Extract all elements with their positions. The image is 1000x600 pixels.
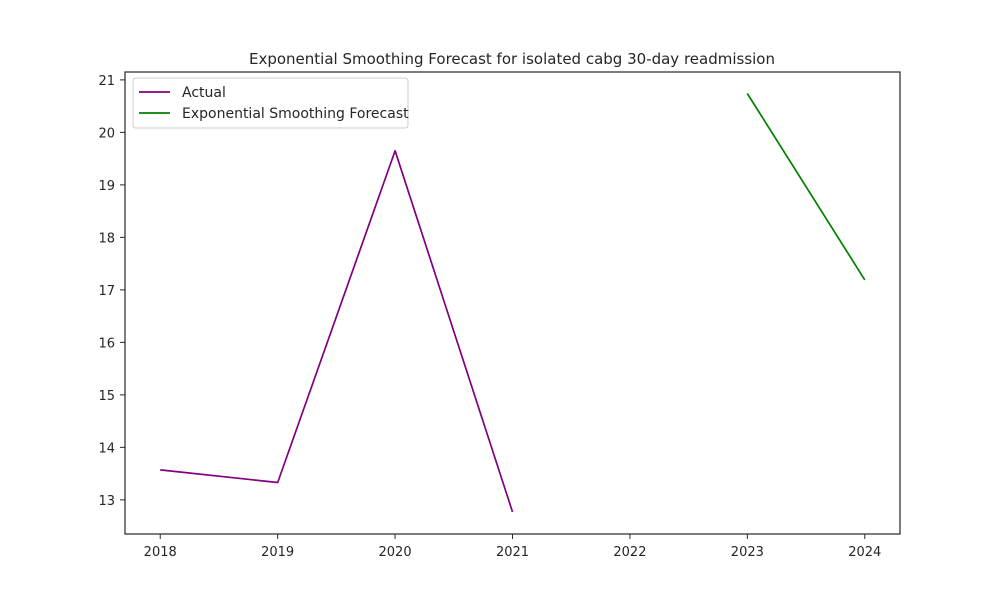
legend-frame bbox=[132, 77, 409, 129]
y-tick-label: 17 bbox=[98, 284, 115, 299]
legend-label-forecast: Exponential Smoothing Forecast bbox=[182, 106, 409, 122]
x-tick-label: 2019 bbox=[261, 545, 294, 560]
legend: Actual Exponential Smoothing Forecast bbox=[132, 77, 409, 129]
x-tick-label: 2021 bbox=[496, 545, 529, 560]
y-axis: 13 14 15 16 17 18 19 20 21 bbox=[98, 74, 125, 509]
y-tick-label: 15 bbox=[98, 389, 115, 404]
x-tick-label: 2018 bbox=[144, 545, 177, 560]
x-tick-label: 2020 bbox=[379, 545, 412, 560]
series-line-forecast bbox=[746, 93, 866, 281]
x-tick-label: 2024 bbox=[848, 545, 881, 560]
y-tick-label: 16 bbox=[98, 336, 115, 351]
x-axis: 2018 2019 2020 2021 2022 2023 2024 bbox=[144, 534, 881, 560]
y-tick-label: 18 bbox=[98, 231, 115, 246]
legend-label-actual: Actual bbox=[182, 85, 226, 101]
series-line-actual bbox=[160, 149, 514, 513]
x-tick-label: 2022 bbox=[613, 545, 646, 560]
y-tick-label: 14 bbox=[98, 441, 115, 456]
chart-title: Exponential Smoothing Forecast for isola… bbox=[249, 50, 775, 68]
y-tick-label: 21 bbox=[98, 74, 115, 89]
y-tick-label: 19 bbox=[98, 179, 115, 194]
y-tick-label: 20 bbox=[98, 126, 115, 141]
x-tick-label: 2023 bbox=[731, 545, 764, 560]
series-layer bbox=[160, 93, 866, 513]
y-tick-label: 13 bbox=[98, 494, 115, 509]
